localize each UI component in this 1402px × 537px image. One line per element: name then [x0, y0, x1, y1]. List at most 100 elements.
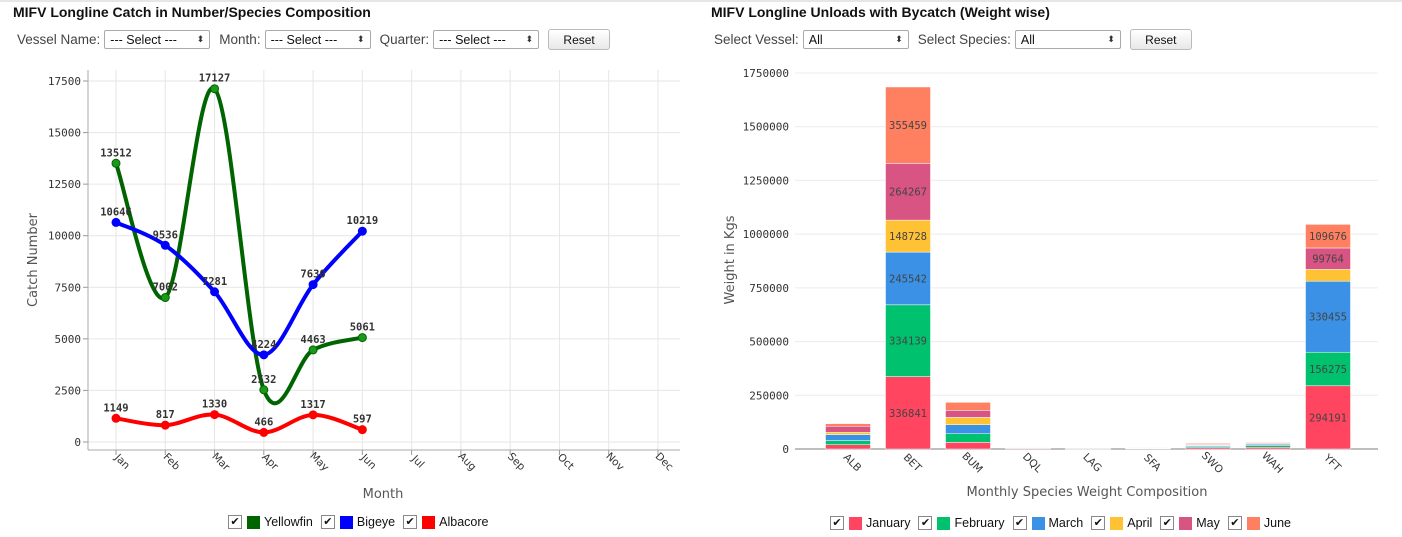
bigeye-point [308, 280, 318, 290]
yellowfin-data-label: 7002 [153, 282, 178, 294]
legend-item-may[interactable]: ✔ May [1160, 516, 1220, 530]
y-tick-label: 1250000 [743, 174, 789, 187]
x-tick-label: DQL [1020, 451, 1044, 475]
bar-YFT-march [1305, 280, 1351, 353]
bar-data-label: 334139 [889, 336, 927, 348]
quarter-label: Quarter: [379, 32, 430, 47]
y-tick-label: 0 [782, 443, 789, 456]
legend-swatch [1110, 516, 1124, 530]
yellowfin-point [210, 84, 220, 94]
left-filters: Vessel Name: --- Select --- ⬍ Month: --- … [17, 29, 611, 50]
select-vessel-label: Select Vessel: [714, 32, 799, 47]
checkbox-checked-icon[interactable]: ✔ [1227, 516, 1242, 530]
legend-item-albacore[interactable]: ✔ Albacore [403, 515, 488, 529]
bar-YFT-january [1305, 385, 1351, 450]
bar-chart-legend: ✔ January ✔ February ✔ March ✔ April ✔ May ✔ June [830, 516, 1299, 530]
x-tick-label: Oct [555, 451, 576, 472]
select-arrows-icon: ⬍ [357, 34, 365, 44]
y-tick-label: 12500 [48, 178, 81, 191]
legend-item-yellowfin[interactable]: ✔ Yellowfin [228, 515, 313, 529]
y-tick-label: 7500 [55, 281, 82, 294]
bigeye-point [357, 226, 367, 236]
y-tick-label: 0 [74, 436, 81, 449]
right-reset-button[interactable]: Reset [1129, 29, 1192, 50]
yellowfin-data-label: 13512 [100, 147, 132, 159]
x-tick-label: Nov [603, 450, 626, 473]
left-reset-button[interactable]: Reset [548, 29, 611, 50]
y-axis-title: Weight in Kgs [723, 215, 738, 304]
bar-data-label: 336841 [889, 408, 927, 420]
albacore-point [308, 410, 318, 420]
y-tick-label: 2500 [55, 384, 82, 397]
checkbox-checked-icon[interactable]: ✔ [918, 516, 933, 530]
bar-data-label: 99764 [1312, 254, 1344, 266]
bar-BUM-april [945, 417, 991, 425]
bar-data-label: 245542 [889, 273, 927, 285]
vessel-name-select[interactable]: --- Select --- ⬍ [104, 30, 211, 49]
bar-BET-january [885, 376, 931, 450]
bar-ALB-may [825, 425, 871, 433]
legend-swatch [1179, 516, 1193, 530]
checkbox-checked-icon[interactable]: ✔ [320, 515, 335, 529]
bigeye-data-label: 7630 [300, 269, 325, 281]
bigeye-data-label: 10219 [347, 215, 379, 227]
legend-label: Yellowfin [264, 515, 313, 529]
checkbox-checked-icon[interactable]: ✔ [228, 515, 242, 529]
checkbox-checked-icon[interactable]: ✔ [830, 516, 844, 530]
bar-ALB-march [825, 434, 871, 441]
albacore-data-label: 1330 [202, 399, 227, 411]
bar-data-label: 148728 [889, 231, 927, 243]
albacore-point [357, 425, 367, 435]
y-axis-title: Catch Number [26, 212, 41, 307]
month-select[interactable]: --- Select --- ⬍ [264, 30, 371, 49]
bar-SWO-june [1185, 442, 1231, 445]
yellowfin-line [114, 86, 363, 406]
select-species-select[interactable]: All ⬍ [1014, 30, 1121, 49]
bar-BUM-june [945, 402, 991, 411]
bar-ALB-june [825, 423, 871, 427]
x-tick-label: SWO [1199, 450, 1225, 476]
legend-item-march[interactable]: ✔ March [1012, 516, 1083, 530]
albacore-line [115, 412, 364, 435]
x-tick-label: SFA [1141, 452, 1163, 474]
legend-item-february[interactable]: ✔ February [918, 516, 1005, 530]
select-arrows-icon: ⬍ [525, 34, 534, 44]
y-tick-label: 5000 [55, 333, 82, 346]
checkbox-checked-icon[interactable]: ✔ [1160, 516, 1175, 530]
vessel-value: All [808, 32, 823, 47]
x-axis-title: Month [363, 487, 404, 502]
x-tick-label: Feb [161, 451, 183, 473]
yellowfin-point [308, 345, 318, 355]
legend-item-april[interactable]: ✔ April [1091, 516, 1152, 530]
bigeye-point [210, 287, 220, 297]
yellowfin-point [111, 158, 121, 168]
right-filters: Select Vessel: All ⬍ Select Species: All ⬍… [714, 29, 1192, 50]
legend-swatch [339, 515, 353, 529]
checkbox-checked-icon[interactable]: ✔ [403, 515, 418, 529]
checkbox-checked-icon[interactable]: ✔ [1091, 516, 1106, 530]
legend-label: January [866, 516, 911, 530]
vessel-name-label: Vessel Name: [17, 32, 101, 47]
legend-item-june[interactable]: ✔ June [1227, 516, 1291, 530]
yellowfin-point [259, 385, 269, 395]
quarter-select[interactable]: --- Select --- ⬍ [433, 30, 540, 49]
select-arrows-icon: ⬍ [196, 34, 205, 44]
bar-BET-march [885, 251, 931, 306]
albacore-point [210, 410, 220, 420]
x-tick-label: Jan [111, 451, 132, 472]
legend-label: April [1127, 516, 1153, 530]
x-tick-label: ALB [841, 451, 864, 474]
yellowfin-data-label: 2532 [251, 374, 276, 386]
x-tick-label: Sep [505, 451, 528, 474]
legend-item-january[interactable]: ✔ January [830, 516, 910, 530]
bar-WAH-february [1245, 445, 1291, 448]
bar-YFT-june [1305, 224, 1351, 249]
yellowfin-data-label: 17127 [199, 73, 231, 85]
checkbox-checked-icon[interactable]: ✔ [1012, 516, 1027, 530]
select-vessel-select[interactable]: All ⬍ [802, 30, 909, 49]
legend-item-bigeye[interactable]: ✔ Bigeye [320, 515, 395, 529]
y-tick-label: 500000 [749, 336, 789, 349]
bigeye-point [259, 350, 269, 360]
select-arrows-icon: ⬍ [1107, 34, 1115, 44]
x-tick-label: Aug [456, 450, 479, 473]
